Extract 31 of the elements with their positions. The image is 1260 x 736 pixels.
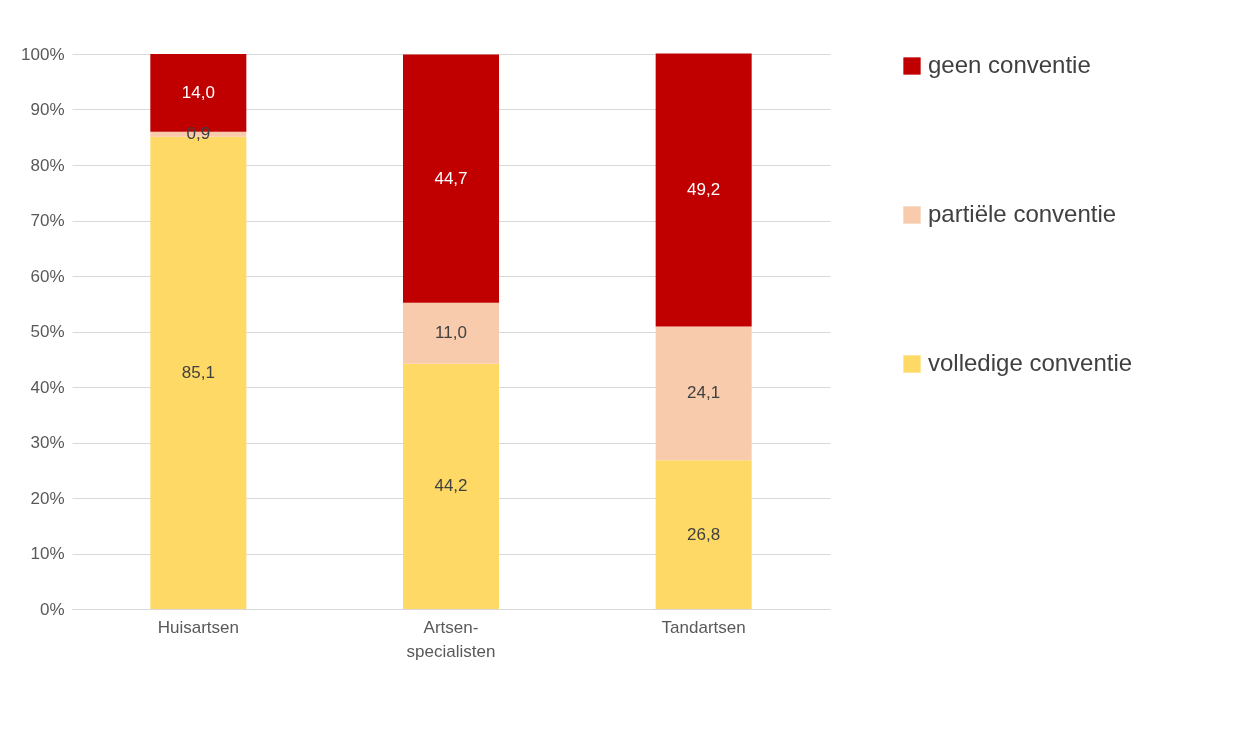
x-tick-label: Artsen-specialisten	[406, 617, 496, 661]
data-label: 85,1	[181, 362, 215, 382]
data-label: 24,1	[687, 383, 721, 403]
y-tick-label: 100%	[21, 44, 65, 64]
y-tick-label: 0%	[39, 599, 65, 619]
bar	[402, 302, 500, 364]
y-tick-label: 70%	[30, 211, 65, 230]
legend-label: partiële conventie	[928, 200, 1117, 227]
y-tick-label: 40%	[30, 377, 65, 397]
y-tick-label: 80%	[30, 155, 65, 175]
bar	[655, 326, 752, 461]
y-tick-label: 10%	[30, 544, 65, 563]
legend-label: geen conventie	[928, 51, 1091, 78]
data-label: 11,0	[435, 323, 467, 343]
bar	[402, 363, 500, 609]
y-tick-label: 60%	[30, 266, 65, 286]
data-label: 49,2	[687, 179, 721, 199]
y-tick-label: 90%	[30, 100, 65, 119]
bar	[655, 460, 752, 609]
data-label: 26,8	[687, 524, 721, 544]
x-tick-label: Tandartsen	[661, 617, 746, 637]
data-label: 44,2	[434, 476, 468, 496]
bar	[655, 53, 752, 327]
y-tick-label: 30%	[30, 433, 65, 452]
y-tick-label: 50%	[30, 322, 65, 341]
data-label: 14,0	[181, 82, 215, 102]
data-label: 44,7	[434, 168, 468, 188]
x-tick-label: Huisartsen	[157, 617, 239, 637]
y-tick-label: 20%	[30, 488, 65, 508]
bar	[402, 54, 500, 303]
legend-label: volledige conventie	[928, 349, 1133, 376]
